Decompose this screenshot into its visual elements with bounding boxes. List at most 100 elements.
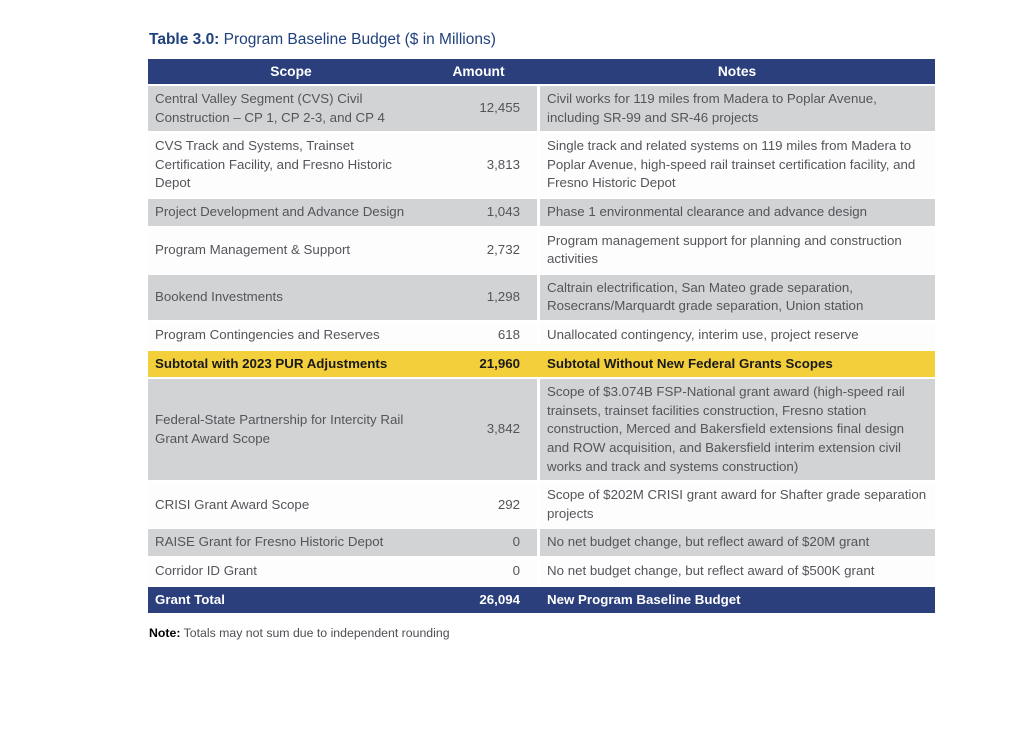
notes-cell-text: Phase 1 environmental clearance and adva…	[547, 203, 868, 219]
notes-cell-text: Civil works for 119 miles from Madera to…	[547, 90, 877, 125]
amount-cell-text: 26,094	[479, 591, 520, 607]
budget-table: Scope Amount Notes Central Valley Segment (…	[148, 58, 935, 614]
table-row: Subtotal with 2023 PUR Adjustments 21,960…	[148, 350, 935, 378]
table-row: Grant Total 26,094 New Program Baseline Bu…	[148, 586, 935, 614]
table-row: RAISE Grant for Fresno Historic Depot 0 No…	[148, 529, 935, 557]
notes-cell: Caltrain electrification, San Mateo grad…	[537, 274, 935, 320]
amount-cell: 1,298	[435, 275, 537, 320]
table-row: Project Development and Advance Design 1,…	[148, 198, 935, 226]
table-row: Program Management & Support 2,732 Program…	[148, 227, 935, 273]
table-row: Bookend Investments 1,298 Caltrain electri…	[148, 274, 935, 320]
notes-cell-text: Single track and related systems on 119 …	[547, 138, 916, 191]
scope-cell: Subtotal with 2023 PUR Adjustments	[148, 351, 435, 378]
scope-cell-text: Central Valley Segment (CVS) Civil Const…	[155, 90, 385, 125]
footnote: Note: Totals may not sum due to independ…	[149, 626, 935, 640]
scope-cell-text: CVS Track and Systems, Trainset Certific…	[155, 138, 392, 191]
footnote-text: Totals may not sum due to independent ro…	[180, 626, 450, 641]
footnote-label: Note:	[149, 626, 181, 641]
notes-cell-text: Scope of $3.074B FSP-National grant awar…	[547, 384, 905, 474]
amount-cell: 26,094	[435, 587, 537, 614]
notes-cell: Single track and related systems on 119 …	[537, 133, 935, 197]
notes-cell: Civil works for 119 miles from Madera to…	[537, 85, 935, 132]
header-notes-cell: Notes	[537, 59, 935, 84]
notes-cell: Unallocated contingency, interim use, pr…	[537, 322, 935, 349]
scope-cell: Bookend Investments	[148, 275, 435, 320]
scope-cell-text: Subtotal with 2023 PUR Adjustments	[155, 355, 388, 371]
amount-cell-text: 21,960	[479, 355, 520, 371]
header-label: Notes	[717, 63, 757, 79]
table-header-row: Scope Amount Notes	[148, 58, 935, 84]
notes-cell: New Program Baseline Budget	[537, 587, 935, 614]
header-scope-cell: Scope	[148, 59, 435, 84]
table-title: Table 3.0: Program Baseline Budget ($ in…	[149, 31, 935, 50]
scope-cell: Project Development and Advance Design	[148, 199, 435, 226]
scope-cell: Program Management & Support	[148, 228, 435, 273]
amount-cell: 292	[435, 482, 537, 527]
amount-cell-text: 3,842	[486, 421, 520, 437]
notes-cell-text: No net budget change, but reflect award …	[547, 534, 870, 550]
amount-cell-text: 12,455	[479, 100, 520, 116]
table-row: CRISI Grant Award Scope 292 Scope of $202M…	[148, 482, 935, 528]
amount-cell: 3,842	[435, 379, 537, 480]
amount-cell: 0	[435, 529, 537, 556]
scope-cell: Corridor ID Grant	[148, 558, 435, 585]
notes-cell-text: Program management support for planning …	[547, 232, 902, 267]
amount-cell-text: 0	[512, 563, 520, 579]
amount-cell-text: 1,298	[486, 289, 520, 305]
amount-cell-text: 2,732	[486, 241, 520, 257]
amount-cell: 618	[435, 322, 537, 349]
notes-cell: Scope of $202M CRISI grant award for Sha…	[537, 482, 935, 528]
scope-cell-text: Program Management & Support	[155, 241, 351, 257]
amount-cell-text: 3,813	[486, 156, 520, 172]
amount-cell-text: 618	[497, 327, 520, 342]
scope-cell: Program Contingencies and Reserves	[148, 322, 435, 349]
amount-cell-text: 0	[512, 534, 520, 550]
header-amount-cell: Amount	[435, 59, 537, 84]
scope-cell: Federal-State Partnership for Intercity …	[148, 379, 435, 480]
scope-cell: Grant Total	[148, 587, 435, 614]
scope-cell: CRISI Grant Award Scope	[148, 482, 435, 527]
amount-cell: 3,813	[435, 133, 537, 197]
table-section: Table 3.0: Program Baseline Budget ($ in…	[148, 31, 935, 640]
notes-cell: Phase 1 environmental clearance and adva…	[537, 198, 935, 226]
scope-cell-text: CRISI Grant Award Scope	[155, 496, 310, 512]
notes-cell: Subtotal Without New Federal Grants Scop…	[537, 351, 935, 378]
amount-cell-text: 292	[497, 496, 520, 512]
scope-cell-text: Bookend Investments	[155, 289, 283, 305]
scope-cell-text: Corridor ID Grant	[155, 563, 257, 579]
amount-cell: 0	[435, 558, 537, 585]
scope-cell-text: Program Contingencies and Reserves	[155, 327, 380, 342]
amount-cell: 12,455	[435, 86, 537, 131]
notes-cell-text: Unallocated contingency, interim use, pr…	[547, 327, 859, 342]
notes-cell: No net budget change, but reflect award …	[537, 558, 935, 585]
table-row: Central Valley Segment (CVS) Civil Const…	[148, 85, 935, 132]
notes-cell-text: New Program Baseline Budget	[547, 591, 741, 607]
scope-cell-text: Project Development and Advance Design	[155, 203, 405, 219]
amount-cell: 1,043	[435, 199, 537, 226]
amount-cell: 21,960	[435, 351, 537, 378]
notes-cell: No net budget change, but reflect award …	[537, 529, 935, 557]
table-row: Corridor ID Grant 0 No net budget change, …	[148, 558, 935, 585]
amount-cell-text: 1,043	[486, 203, 520, 219]
scope-cell-text: Federal-State Partnership for Intercity …	[155, 412, 404, 446]
notes-cell: Program management support for planning …	[537, 227, 935, 273]
header-label: Amount	[452, 63, 505, 79]
table-row: Federal-State Partnership for Intercity …	[148, 379, 935, 481]
header-label: Scope	[270, 63, 312, 79]
notes-cell-text: No net budget change, but reflect award …	[547, 563, 875, 579]
table-caption: Program Baseline Budget ($ in Millions)	[219, 31, 496, 48]
scope-cell: RAISE Grant for Fresno Historic Depot	[148, 529, 435, 556]
table-row: CVS Track and Systems, Trainset Certific…	[148, 133, 935, 197]
scope-cell-text: Grant Total	[155, 591, 225, 607]
amount-cell: 2,732	[435, 228, 537, 273]
notes-cell-text: Scope of $202M CRISI grant award for Sha…	[547, 487, 927, 521]
scope-cell: Central Valley Segment (CVS) Civil Const…	[148, 86, 435, 131]
scope-cell-text: RAISE Grant for Fresno Historic Depot	[155, 534, 384, 550]
table-number: Table 3.0:	[149, 31, 220, 48]
notes-cell-text: Subtotal Without New Federal Grants Scop…	[547, 355, 833, 371]
scope-cell: CVS Track and Systems, Trainset Certific…	[148, 133, 435, 197]
notes-cell: Scope of $3.074B FSP-National grant awar…	[537, 379, 935, 481]
table-row: Program Contingencies and Reserves 618 Una…	[148, 322, 935, 349]
notes-cell-text: Caltrain electrification, San Mateo grad…	[547, 279, 864, 314]
